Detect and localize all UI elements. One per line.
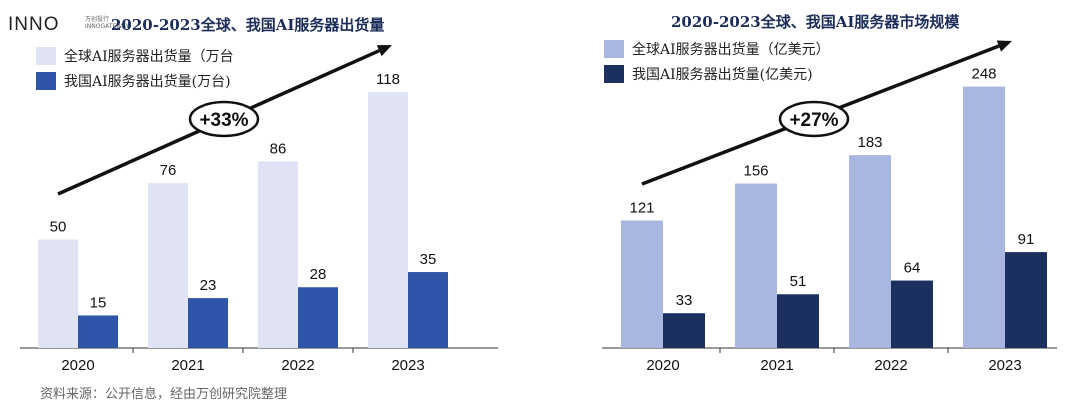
bar — [38, 239, 78, 348]
data-label: 118 — [376, 71, 400, 88]
chart-title-right: 2020-2023全球、我国AI服务器市场规模 — [671, 13, 960, 31]
chart-left: 50 15 2020 76 23 2021 86 28 2022 118 35 2023 +33% — [20, 45, 498, 374]
data-label: 64 — [904, 260, 921, 277]
data-label: 91 — [1018, 231, 1035, 248]
bar — [408, 272, 448, 348]
legend-label: 全球AI服务器出货量（万台 — [64, 49, 234, 65]
data-label: 50 — [50, 218, 67, 235]
data-label: 15 — [90, 294, 107, 311]
bar — [1005, 252, 1047, 348]
legend-item-china-shipments: 我国AI服务器出货量(万台) — [36, 71, 231, 91]
legend-label: 全球AI服务器出货量（亿美元） — [632, 42, 830, 58]
growth-annotation-oval — [778, 100, 850, 138]
data-label: 35 — [420, 251, 437, 268]
x-tick-label: 2020 — [61, 357, 94, 374]
growth-annotation-oval — [188, 100, 260, 138]
data-label: 156 — [743, 163, 768, 180]
bar — [621, 220, 663, 348]
x-tick-label: 2023 — [988, 357, 1021, 374]
legend-swatch — [604, 65, 624, 83]
bar — [663, 313, 705, 348]
legend-label: 我国AI服务器出货量(亿美元) — [632, 67, 813, 83]
growth-annotation: +27% — [789, 110, 838, 131]
bar — [298, 287, 338, 348]
x-tick-label: 2021 — [171, 357, 204, 374]
bar — [891, 280, 933, 348]
data-label: 86 — [270, 140, 287, 157]
legend-item-global-shipments: 全球AI服务器出货量（万台 — [36, 46, 234, 66]
legend-swatch — [36, 47, 56, 65]
data-label: 23 — [200, 277, 217, 294]
bar — [258, 161, 298, 348]
brand-logo-sub: 万创投行 INNOGATEWAY — [85, 16, 130, 30]
data-label: 183 — [857, 134, 882, 151]
brand-logo: INNO — [8, 14, 60, 35]
data-label: 28 — [310, 266, 327, 283]
data-label: 121 — [629, 199, 654, 216]
x-tick-label: 2023 — [391, 357, 424, 374]
x-tick-label: 2021 — [760, 357, 793, 374]
bar — [963, 86, 1005, 348]
legend-label: 我国AI服务器出货量(万台) — [64, 74, 231, 90]
legend-item-china-market: 我国AI服务器出货量(亿美元) — [604, 64, 813, 84]
bar — [368, 91, 408, 348]
bar — [777, 294, 819, 348]
legend-swatch — [36, 72, 56, 90]
x-tick-label: 2022 — [281, 357, 314, 374]
legend-swatch — [604, 40, 624, 58]
growth-arrow-head — [376, 45, 392, 57]
source-note: 资料来源：公开信息，经由万创研究院整理 — [40, 387, 288, 402]
data-label: 76 — [160, 162, 177, 179]
data-label: 51 — [790, 273, 807, 290]
legend-item-global-market: 全球AI服务器出货量（亿美元） — [604, 39, 830, 59]
bar — [849, 155, 891, 348]
growth-annotation: +33% — [199, 110, 248, 131]
growth-arrow-head — [996, 40, 1012, 52]
x-tick-label: 2020 — [646, 357, 679, 374]
x-tick-label: 2022 — [874, 357, 907, 374]
data-label: 33 — [676, 292, 693, 309]
bar — [148, 183, 188, 348]
data-label: 248 — [971, 66, 996, 83]
chart-right: 121 33 2020 156 51 2021 183 64 2022 248 91 2023 +27% — [602, 40, 1057, 374]
chart-title-left: 2020-2023全球、我国AI服务器出货量 — [111, 16, 385, 34]
bar — [735, 183, 777, 348]
bar — [188, 298, 228, 348]
bar — [78, 315, 118, 348]
